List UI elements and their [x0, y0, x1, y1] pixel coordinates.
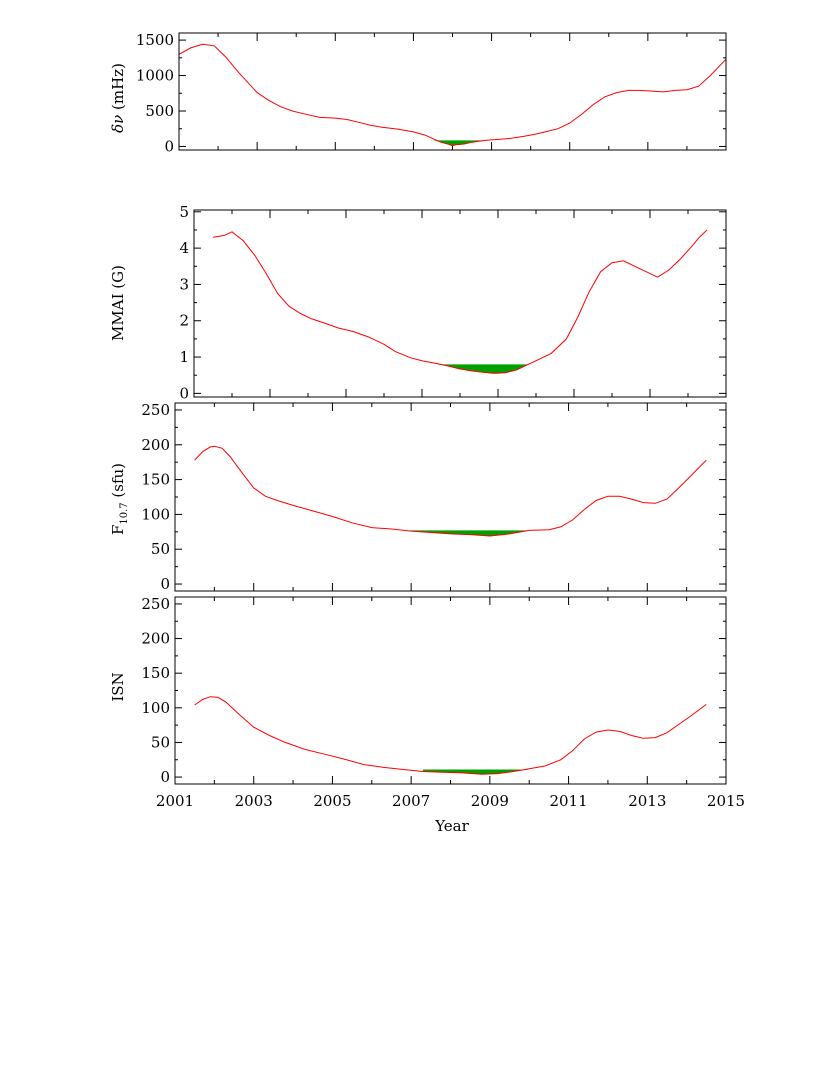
minimum-fill-mmai: [437, 364, 529, 374]
ylabel-isn: ISN: [109, 672, 127, 701]
ytick-label-mmai: 1: [179, 348, 189, 366]
ylabel-mmai: MMAI (G): [109, 265, 127, 341]
xtick-label: 2015: [707, 792, 745, 810]
series-line-isn: [194, 696, 707, 775]
ytick-label-f107: 50: [151, 540, 170, 558]
ytick-label-delta-nu: 0: [164, 137, 174, 155]
ytick-label-isn: 100: [141, 699, 170, 717]
ytick-label-f107: 150: [141, 471, 170, 489]
xtick-label: 2005: [313, 792, 351, 810]
ytick-label-f107: 200: [141, 436, 170, 454]
ytick-label-isn: 50: [151, 733, 170, 751]
minimum-fill-f107: [411, 530, 542, 536]
panel-mmai: 0 1 2 3 4 5: [179, 203, 727, 402]
ytick-label-mmai: 4: [179, 239, 189, 257]
ytick-label-isn: 0: [160, 768, 170, 786]
ytick-label-delta-nu: 500: [145, 102, 174, 120]
plot-frame-isn: [174, 596, 727, 785]
xtick-label: 2011: [549, 792, 587, 810]
ytick-label-delta-nu: 1500: [136, 31, 174, 49]
minimum-fill-isn: [422, 769, 538, 775]
ytick-label-isn: 250: [141, 595, 170, 613]
series-line-mmai: [212, 229, 708, 374]
ytick-label-mmai: 0: [179, 384, 189, 402]
series-line-delta-nu: [178, 43, 727, 147]
xtick-label: 2009: [471, 792, 509, 810]
xtick-label: 2013: [628, 792, 666, 810]
panel-delta-nu: 0 500 1000 1500: [136, 31, 727, 155]
plot-frame-f107: [174, 402, 727, 592]
ytick-label-isn: 200: [141, 630, 170, 648]
panel-isn: 0 50 100 150 200 250 2001 2003 2005 2007 2009 2011 2…: [141, 595, 745, 810]
ytick-label-f107: 250: [141, 401, 170, 419]
ylabel-delta-nu: δν (mHz): [109, 63, 127, 133]
ytick-label-isn: 150: [141, 664, 170, 682]
ytick-label-mmai: 2: [179, 312, 189, 330]
ytick-label-f107: 0: [160, 575, 170, 593]
ytick-label-delta-nu: 1000: [136, 67, 174, 85]
ytick-label-mmai: 5: [179, 203, 189, 221]
ytick-label-f107: 100: [141, 505, 170, 523]
xtick-label: 2003: [235, 792, 273, 810]
xlabel-year: Year: [434, 817, 469, 835]
ytick-label-mmai: 3: [179, 275, 189, 293]
ylabel-f107: F10.7 (sfu): [109, 463, 130, 535]
plot-frame-delta-nu: [178, 32, 727, 151]
xtick-label: 2007: [392, 792, 430, 810]
series-line-f107: [194, 445, 707, 537]
xtick-label: 2001: [156, 792, 194, 810]
panel-f107: 0 50 100 150 200 250: [141, 401, 727, 593]
